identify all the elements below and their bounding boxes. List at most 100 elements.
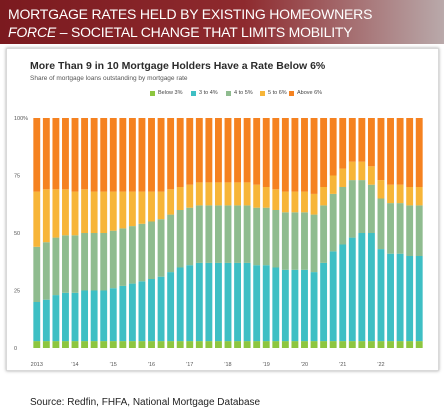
bar-segment-3to4 [157, 276, 165, 342]
bar-segment-5to6 [243, 182, 251, 206]
bar-segment-5to6 [262, 187, 270, 208]
bar-segment-below3 [406, 341, 414, 348]
bar-segment-3to4 [339, 244, 347, 342]
legend-swatch [191, 90, 196, 96]
x-tick-label: '19 [263, 362, 270, 368]
bar-segment-5to6 [377, 180, 385, 199]
bar-segment-below3 [157, 341, 165, 348]
legend-label: Below 3% [158, 90, 183, 96]
bar-segment-5to6 [119, 191, 127, 229]
bar-segment-5to6 [71, 191, 79, 236]
bar-segment-below3 [176, 341, 184, 348]
bar-segment-4to5 [109, 230, 117, 289]
bar-segment-below3 [71, 341, 79, 348]
bar-segment-4to5 [301, 212, 308, 270]
bar-segment-4to5 [320, 205, 328, 263]
bar-segment-4to5 [396, 203, 404, 254]
y-tick-label: 75 [14, 174, 20, 180]
bar-segment-3to4 [195, 262, 203, 342]
bar-segment-3to4 [138, 281, 146, 342]
bar-segment-above6 [415, 118, 423, 187]
bar-segment-3to4 [253, 265, 261, 342]
bar-segment-4to5 [33, 246, 41, 302]
legend-swatch [289, 90, 294, 96]
bar-segment-above6 [234, 118, 241, 183]
bar-segment-below3 [320, 341, 328, 348]
bar-segment-above6 [167, 118, 175, 190]
bar-segment-3to4 [119, 285, 127, 342]
bar-segment-above6 [195, 118, 203, 183]
bar-segment-3to4 [281, 269, 289, 342]
bar-segment-below3 [329, 341, 337, 348]
bar-segment-5to6 [339, 168, 347, 187]
bar-segment-5to6 [205, 182, 213, 206]
legend-label: Above 6% [297, 90, 323, 96]
bar-segment-above6 [396, 118, 404, 185]
legend-item-4to5: 4 to 5% [226, 88, 253, 98]
bar-segment-4to5 [215, 205, 222, 263]
bar-segment-4to5 [128, 226, 136, 284]
bar-segment-5to6 [157, 191, 165, 220]
bar-segment-4to5 [253, 207, 261, 266]
bar-segment-5to6 [62, 189, 69, 236]
bar-segment-4to5 [377, 198, 385, 250]
bar-segment-below3 [243, 341, 251, 348]
bar-segment-above6 [253, 118, 261, 185]
y-tick-label: 100% [14, 116, 28, 122]
bar-segment-above6 [281, 118, 289, 192]
bar-segment-4to5 [62, 235, 69, 293]
bar-segment-5to6 [415, 187, 423, 206]
bar-segment-5to6 [195, 182, 203, 206]
bar-segment-4to5 [176, 210, 184, 268]
bar-segment-above6 [100, 118, 108, 192]
bar-segment-5to6 [310, 193, 318, 215]
bar-segment-3to4 [406, 256, 414, 342]
bar-segment-4to5 [291, 212, 299, 270]
bar-segment-above6 [358, 118, 366, 162]
bar-segment-above6 [224, 118, 232, 183]
y-tick-label: 50 [14, 231, 20, 237]
bar-segment-above6 [377, 118, 385, 181]
bar-segment-above6 [71, 118, 79, 192]
bar-segment-above6 [128, 118, 136, 192]
bar-segment-above6 [148, 118, 155, 192]
chart-subtitle: Share of mortgage loans outstanding by m… [30, 75, 188, 82]
bar-segment-4to5 [138, 223, 146, 282]
bar-segment-5to6 [81, 189, 89, 233]
bar-segment-5to6 [215, 182, 222, 206]
bar-segment-below3 [52, 341, 60, 348]
bar-segment-below3 [339, 341, 347, 348]
bar-segment-4to5 [81, 233, 89, 291]
x-tick-label: '17 [186, 362, 193, 368]
bar-segment-above6 [176, 118, 184, 187]
bar-segment-3to4 [320, 262, 328, 342]
bar-segment-4to5 [406, 205, 414, 256]
bar-segment-3to4 [128, 283, 136, 342]
source-note: Source: Redfin, FHFA, National Mortgage … [30, 397, 261, 408]
bar-segment-3to4 [224, 262, 232, 342]
bar-segment-3to4 [71, 292, 79, 342]
banner-title-line1: MORTGAGE RATES HELD BY EXISTING HOMEOWNE… [8, 6, 373, 22]
bar-segment-below3 [195, 341, 203, 348]
bar-segment-below3 [148, 341, 155, 348]
bar-segment-5to6 [52, 189, 60, 238]
bar-segment-above6 [205, 118, 213, 183]
bar-segment-5to6 [329, 175, 337, 194]
bar-segment-3to4 [291, 269, 299, 342]
bar-segment-3to4 [387, 253, 394, 342]
legend-item-5to6: 5 to 6% [260, 88, 287, 98]
bar-segment-below3 [262, 341, 270, 348]
bar-segment-4to5 [272, 210, 280, 268]
bar-segment-5to6 [387, 184, 394, 204]
bar-segment-above6 [215, 118, 222, 183]
bar-segment-5to6 [406, 187, 414, 206]
bar-segment-4to5 [415, 205, 423, 256]
bar-segment-above6 [291, 118, 299, 192]
bar-segment-below3 [387, 341, 394, 348]
bar-segment-below3 [205, 341, 213, 348]
bar-segment-5to6 [167, 189, 175, 215]
bar-segment-5to6 [301, 191, 308, 213]
legend-label: 3 to 4% [199, 90, 218, 96]
bar-segment-3to4 [62, 292, 69, 342]
bar-segment-5to6 [176, 187, 184, 210]
